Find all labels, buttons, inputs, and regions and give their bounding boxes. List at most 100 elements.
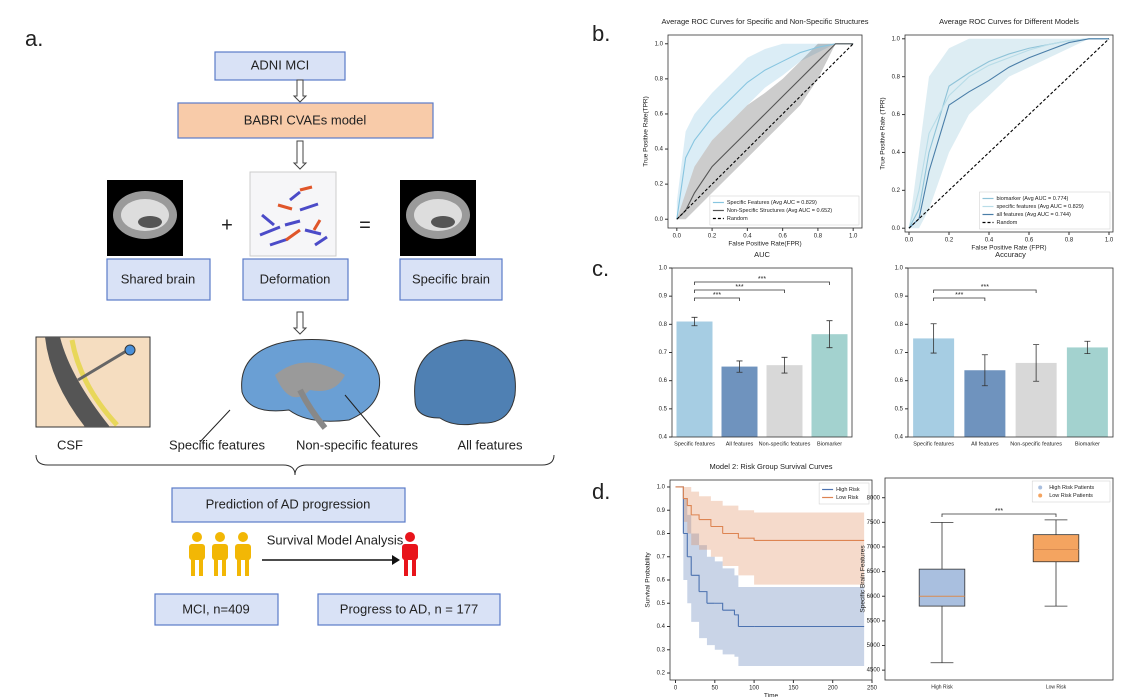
y-axis-label: True Positive Rate(TPR) bbox=[643, 96, 650, 167]
significance-label: *** bbox=[758, 276, 766, 283]
step-segment bbox=[722, 609, 736, 615]
error-bar bbox=[981, 354, 988, 387]
error-bar bbox=[826, 320, 833, 349]
bar bbox=[766, 365, 803, 437]
y-tick-label: 0.2 bbox=[655, 182, 664, 188]
x-tick-label: 0.8 bbox=[1065, 238, 1074, 244]
x-tick-label: 0.4 bbox=[743, 234, 752, 240]
error-bar bbox=[1033, 344, 1040, 382]
y-tick-label: 0.3 bbox=[657, 647, 666, 653]
significance-label: *** bbox=[713, 292, 721, 299]
x-axis-label: False Positive Rate (FPR) bbox=[971, 245, 1046, 252]
x-tick-label: 50 bbox=[711, 686, 718, 692]
y-tick-label: 5500 bbox=[867, 618, 881, 624]
y-tick-label: 0.5 bbox=[659, 406, 668, 412]
charts: 0.0 0.2 0.4 0.6 0.8 1.0 False Positive Rate(FP… bbox=[643, 17, 1114, 697]
legend-box bbox=[979, 191, 1111, 230]
error-bar bbox=[736, 360, 743, 373]
step-segment bbox=[738, 537, 755, 541]
significance-bracket bbox=[694, 281, 830, 285]
bar bbox=[811, 334, 848, 437]
step-segment bbox=[714, 602, 724, 611]
brain-illustration bbox=[414, 339, 516, 426]
significance-label: *** bbox=[981, 284, 989, 291]
y-tick-label: 0.8 bbox=[892, 74, 901, 80]
x-tick-label: 0.8 bbox=[814, 234, 823, 240]
y-tick-label: 0.8 bbox=[659, 322, 668, 328]
x-tick-label: Non-specific features bbox=[759, 441, 811, 447]
legend-label: all features (Avg AUC = 0.744) bbox=[997, 212, 1072, 218]
y-tick-label: 0.7 bbox=[657, 554, 666, 560]
y-tick-label: 0.0 bbox=[655, 217, 664, 223]
x-tick-label: Biomarker bbox=[1075, 441, 1100, 447]
error-bar bbox=[781, 356, 788, 374]
legend-label: Specific Features (Avg AUC = 0.829) bbox=[727, 200, 817, 206]
pointer bbox=[199, 394, 381, 443]
chart-title: AUC bbox=[754, 250, 770, 259]
x-tick-label: 0.6 bbox=[1025, 238, 1034, 244]
x-tick-label: Non-specific features bbox=[1010, 441, 1062, 447]
model-label: BABRI CVAEs model bbox=[244, 112, 367, 127]
whisker bbox=[930, 521, 954, 664]
y-tick-label: 1.0 bbox=[895, 266, 904, 272]
person-icon bbox=[402, 532, 418, 576]
model-box bbox=[177, 102, 434, 139]
significance-label: *** bbox=[955, 292, 963, 299]
y-tick-label: 1.0 bbox=[655, 41, 664, 47]
feature-label: Specific features bbox=[169, 437, 266, 452]
operator: = bbox=[359, 214, 371, 236]
panel-label: a. bbox=[25, 26, 43, 51]
error-bar bbox=[1084, 340, 1091, 355]
step-segment bbox=[691, 514, 700, 520]
legend-label: specific features (Avg AUC = 0.829) bbox=[997, 204, 1084, 210]
feature-label: Non-specific features bbox=[296, 437, 419, 452]
plot-frame bbox=[904, 34, 1114, 233]
brain-image bbox=[107, 180, 183, 256]
csf-image bbox=[35, 336, 151, 428]
x-tick-label: Specific features bbox=[913, 441, 954, 447]
legend-label: biomarker (Avg AUC = 0.774) bbox=[997, 196, 1069, 202]
bar bbox=[913, 338, 955, 437]
arrow-head bbox=[392, 555, 400, 565]
analysis-label: Survival Model Analysis bbox=[267, 532, 404, 547]
confidence-band bbox=[675, 486, 865, 667]
plot-frame bbox=[667, 34, 863, 229]
box bbox=[1032, 534, 1080, 563]
x-tick-label: All features bbox=[726, 441, 754, 447]
y-tick-label: 0.9 bbox=[657, 508, 666, 514]
y-tick-label: 0.6 bbox=[892, 112, 901, 118]
feature-label: CSF bbox=[57, 437, 83, 452]
cohort-label: MCI, n=409 bbox=[182, 601, 250, 616]
y-tick-label: 5000 bbox=[867, 643, 881, 649]
y-tick-label: 0.8 bbox=[657, 531, 666, 537]
y-tick-label: 7000 bbox=[867, 545, 881, 551]
line bbox=[676, 43, 854, 220]
step-segment bbox=[687, 556, 692, 576]
step-segment bbox=[687, 505, 692, 515]
x-tick-label: 0 bbox=[674, 686, 678, 692]
x-tick-label: 250 bbox=[867, 686, 878, 692]
y-axis-label: True Positive Rate (TPR) bbox=[880, 97, 887, 169]
y-tick-label: 8000 bbox=[867, 495, 881, 501]
significance-bracket bbox=[941, 513, 1057, 517]
y-tick-label: 0.7 bbox=[659, 350, 668, 356]
y-tick-label: 0.4 bbox=[895, 435, 904, 441]
y-tick-label: 0.6 bbox=[895, 378, 904, 384]
arrow bbox=[292, 140, 308, 170]
brain-illustration bbox=[241, 338, 381, 430]
y-tick-label: 0.7 bbox=[895, 350, 904, 356]
step-segment bbox=[699, 518, 712, 527]
y-tick-label: 0.6 bbox=[659, 378, 668, 384]
significance-bracket bbox=[694, 297, 740, 301]
y-tick-label: 0.4 bbox=[892, 150, 901, 156]
x-tick-label: Low Risk bbox=[1046, 684, 1067, 690]
y-tick-label: 0.6 bbox=[655, 112, 664, 118]
legend-label: Non-Specific Structures (Avg AUC = 0.652… bbox=[727, 208, 832, 214]
panel-label: b. bbox=[592, 21, 610, 46]
significance-label: *** bbox=[995, 508, 1003, 515]
diagram: a. b. c. d. ADNI MCI BABRI CVAEs model +… bbox=[25, 21, 610, 626]
image-box bbox=[242, 258, 349, 301]
legend-label: Random bbox=[997, 220, 1018, 226]
legend-label: High Risk bbox=[836, 487, 860, 493]
plot-frame bbox=[884, 477, 1114, 681]
